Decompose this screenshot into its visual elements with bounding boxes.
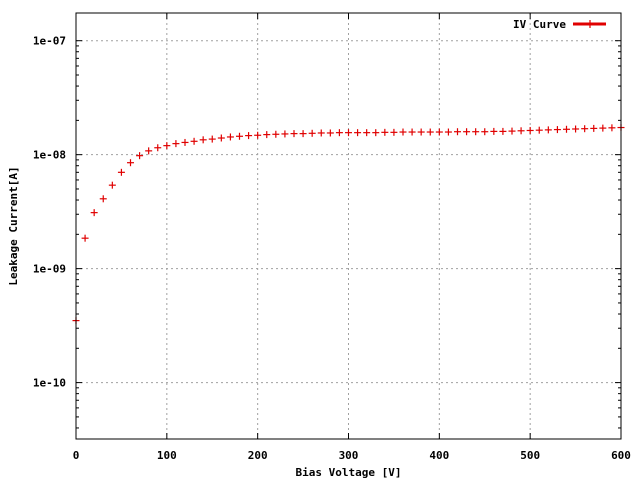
data-point — [581, 125, 589, 133]
data-point — [454, 128, 461, 136]
data-point — [444, 128, 452, 136]
data-point — [154, 144, 162, 152]
data-point — [90, 209, 98, 217]
data-point — [563, 125, 570, 133]
plot-frame — [75, 12, 622, 440]
data-point — [317, 129, 325, 137]
data-point — [326, 129, 334, 137]
x-tick-label: 500 — [520, 449, 540, 462]
data-point — [281, 130, 289, 138]
axis-ticks — [75, 13, 622, 439]
data-point — [108, 181, 116, 189]
data-point — [572, 125, 580, 133]
data-point — [236, 132, 243, 140]
data-point — [245, 132, 253, 140]
data-point — [136, 152, 144, 160]
data-point — [490, 127, 498, 135]
data-point — [526, 126, 534, 134]
x-tick-label: 600 — [611, 449, 631, 462]
data-point — [181, 138, 189, 146]
data-point — [99, 195, 107, 203]
x-axis-title: Bias Voltage [V] — [296, 466, 402, 479]
legend: IV Curve — [513, 18, 606, 31]
data-point — [390, 128, 398, 136]
data-point — [299, 130, 307, 138]
data-point — [163, 142, 171, 150]
y-tick-label: 1e-10 — [33, 377, 66, 390]
data-point — [472, 128, 480, 136]
data-point — [145, 147, 153, 155]
data-point — [499, 127, 507, 135]
data-point — [481, 128, 489, 136]
data-point — [426, 128, 434, 136]
data-points — [72, 124, 625, 325]
data-point — [290, 130, 298, 138]
data-point — [127, 159, 134, 167]
data-point — [372, 129, 380, 137]
x-tick-label: 300 — [339, 449, 359, 462]
data-point — [208, 135, 216, 143]
x-tick-label: 400 — [429, 449, 449, 462]
data-point — [199, 136, 207, 144]
data-point — [172, 140, 180, 148]
y-tick-label: 1e-09 — [33, 263, 66, 276]
legend-label: IV Curve — [513, 18, 566, 31]
data-point — [81, 234, 89, 242]
x-tick-label: 100 — [157, 449, 177, 462]
data-point — [117, 168, 125, 176]
x-tick-label: 0 — [73, 449, 80, 462]
data-point — [345, 129, 352, 137]
data-point — [590, 124, 598, 132]
data-point — [535, 126, 543, 134]
data-point — [553, 126, 561, 134]
data-point — [608, 124, 616, 132]
data-point — [517, 127, 525, 135]
y-tick-label: 1e-08 — [33, 149, 66, 162]
data-point — [435, 128, 443, 136]
data-point — [354, 129, 362, 137]
data-point — [399, 128, 407, 136]
data-point — [272, 130, 280, 138]
data-point — [408, 128, 416, 136]
data-point — [599, 124, 607, 132]
data-point — [463, 128, 471, 136]
data-point — [335, 129, 343, 137]
data-point — [226, 133, 234, 141]
y-axis-title: Leakage Current[A] — [7, 166, 20, 285]
data-point — [381, 128, 389, 136]
data-point — [190, 137, 198, 145]
tick-labels: 0 100 200 300 400 500 600 1e-10 1e-09 1e-08 1e-07 — [33, 35, 631, 462]
data-point — [363, 129, 371, 137]
legend-marker — [586, 20, 594, 28]
grid-lines — [76, 13, 621, 439]
y-tick-label: 1e-07 — [33, 35, 66, 48]
data-point — [263, 131, 271, 139]
data-point — [544, 126, 552, 134]
data-point — [254, 131, 262, 139]
data-point — [417, 128, 425, 136]
data-point — [308, 129, 316, 137]
data-point — [508, 127, 516, 135]
x-tick-label: 200 — [248, 449, 268, 462]
data-point — [217, 134, 225, 142]
